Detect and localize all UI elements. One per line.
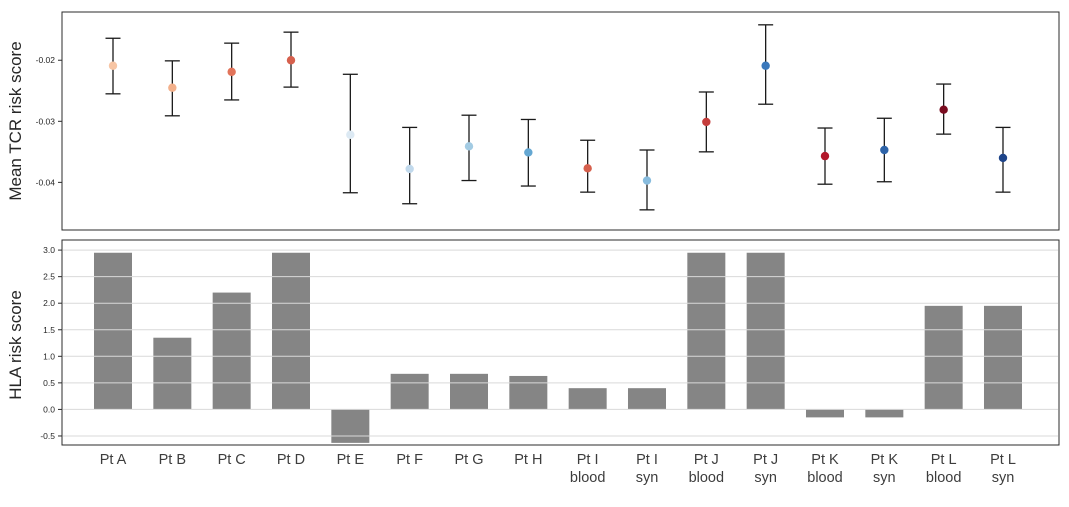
mean-point [524, 148, 533, 157]
x-category-label: Pt G [454, 452, 483, 468]
x-category-label: Pt K [871, 452, 899, 468]
tcr-point-group [342, 73, 358, 194]
x-category-label: Pt B [159, 452, 186, 468]
mean-point [405, 164, 414, 174]
x-category-sublabel: syn [636, 470, 659, 486]
tcr-point-group [461, 114, 477, 182]
mean-point [702, 117, 711, 127]
tcr-y-tick-label: -0.03 [36, 116, 56, 126]
tcr-point-group [936, 83, 952, 135]
hla-bar [509, 375, 548, 410]
hla-bar [983, 305, 1022, 410]
tcr-point-group [283, 31, 299, 88]
tcr-point-group [164, 60, 180, 117]
hla-bar [390, 373, 429, 410]
x-category-label: Pt F [396, 452, 423, 468]
x-category-label: Pt J [753, 452, 778, 468]
hla-bar [865, 409, 904, 418]
hla-bar [805, 409, 844, 418]
hla-bar [449, 373, 488, 410]
tcr-point-group [520, 118, 536, 187]
x-category-label: Pt A [100, 452, 127, 468]
x-category-sublabel: blood [689, 470, 724, 486]
hla-y-tick-label: 2.0 [43, 298, 55, 308]
mean-point [227, 67, 236, 77]
x-category-label: Pt L [990, 452, 1016, 468]
hla-plot-group: 3.0 2.5 2.0 1.5 1.0 0.5 0.0 -0.5 Pt A Pt B Pt C Pt … [40, 239, 1060, 486]
mean-point [998, 153, 1008, 163]
x-category-sublabel: blood [570, 470, 605, 486]
hla-bar [212, 292, 251, 410]
tcr-y-tick-label: -0.02 [36, 55, 56, 65]
mean-point [642, 176, 652, 185]
x-category-label: Pt I [636, 452, 658, 468]
mean-point [286, 56, 296, 65]
hla-y-tick-label: 3.0 [43, 245, 55, 255]
hla-bar [924, 305, 963, 410]
hla-bar [568, 388, 607, 410]
tcr-point-group [817, 127, 833, 185]
hla-y-tick-label: 1.0 [43, 351, 55, 361]
hla-bar [153, 337, 192, 410]
tcr-scatter-panel: -0.02 -0.03 -0.04 Mean TCR risk score [6, 11, 1060, 231]
tcr-point-group [402, 126, 418, 205]
x-category-sublabel: blood [807, 470, 842, 486]
tcr-point-group [995, 126, 1011, 193]
x-category-label: Pt I [577, 452, 599, 468]
x-category-label: Pt C [218, 452, 246, 468]
hla-y-tick-label: 1.5 [43, 325, 55, 335]
mean-point [820, 151, 830, 161]
tcr-point-group [224, 42, 240, 101]
tcr-point-group [580, 139, 596, 193]
mean-point [880, 145, 889, 155]
hla-y-tick-label: 0.0 [43, 404, 55, 414]
hla-y-axis-title: HLA risk score [6, 290, 25, 400]
tcr-point-group [639, 149, 655, 211]
mean-point [761, 61, 770, 70]
hla-bar-panel: 3.0 2.5 2.0 1.5 1.0 0.5 0.0 -0.5 Pt A Pt B Pt C Pt … [6, 239, 1060, 486]
x-category-label: Pt E [337, 452, 365, 468]
x-category-sublabel: syn [754, 470, 777, 486]
mean-point [168, 83, 177, 92]
x-category-label: Pt K [811, 452, 839, 468]
tcr-point-group [698, 91, 714, 153]
tcr-plot-group: -0.02 -0.03 -0.04 [36, 11, 1060, 231]
hla-bar [627, 388, 666, 410]
hla-y-tick-label: 0.5 [43, 378, 55, 388]
x-category-label: Pt L [931, 452, 957, 468]
x-category-sublabel: blood [926, 470, 961, 486]
x-category-sublabel: syn [992, 470, 1015, 486]
tcr-point-group [105, 37, 121, 95]
x-category-label: Pt J [694, 452, 719, 468]
mean-point [583, 164, 592, 173]
mean-point [108, 61, 118, 70]
hla-y-tick-label: 2.5 [43, 272, 55, 282]
tcr-point-group [876, 117, 892, 183]
tcr-plot-border [61, 11, 1060, 231]
x-category-sublabel: syn [873, 470, 896, 486]
hla-bar [331, 409, 370, 443]
tcr-point-group [758, 24, 774, 105]
tcr-y-tick-label: -0.04 [36, 177, 56, 187]
mean-point [346, 130, 355, 139]
hla-plot-border [61, 239, 1060, 446]
mean-point [464, 142, 474, 151]
x-category-label: Pt H [514, 452, 542, 468]
x-category-label: Pt D [277, 452, 305, 468]
hla-y-tick-label: -0.5 [40, 431, 55, 441]
tcr-y-axis-title: Mean TCR risk score [6, 41, 25, 200]
mean-point [939, 105, 948, 114]
